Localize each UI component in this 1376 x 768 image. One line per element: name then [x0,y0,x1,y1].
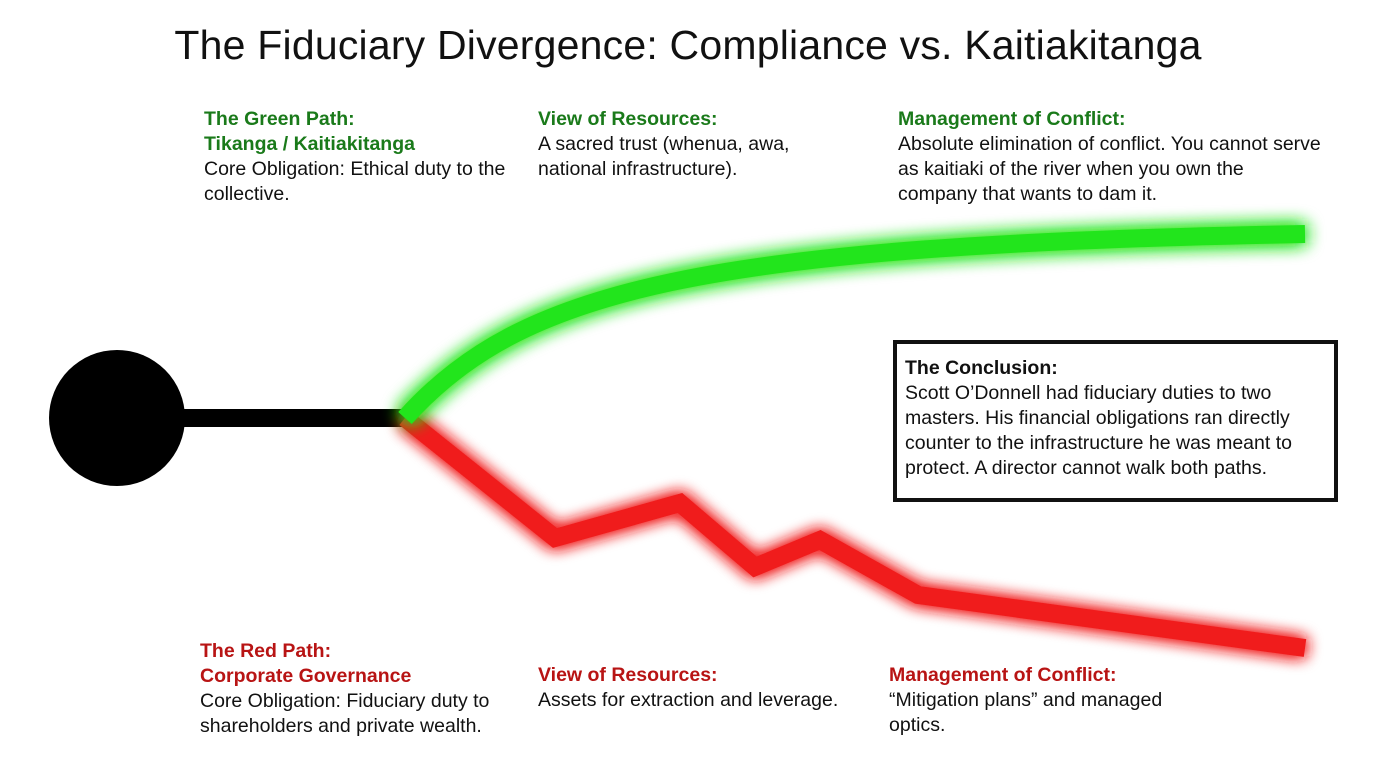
green-path-heading-2: Tikanga / Kaitiakitanga [204,133,415,155]
red-path-heading-2: Corporate Governance [200,665,412,687]
conclusion-box: The Conclusion: Scott O’Donnell had fidu… [893,340,1338,502]
red-resources-text: View of Resources: Assets for extraction… [538,663,858,713]
red-path-line [399,410,1307,657]
green-resources-text: View of Resources: A sacred trust (whenu… [538,107,858,182]
conclusion-body: Scott O’Donnell had fiduciary duties to … [905,382,1292,479]
conclusion-heading: The Conclusion: [905,357,1058,379]
red-conflict-text: Management of Conflict: “Mitigation plan… [889,663,1209,738]
red-path-body: Core Obligation: Fiduciary duty to share… [200,690,490,737]
green-conflict-text: Management of Conflict: Absolute elimina… [898,107,1328,207]
page-title: The Fiduciary Divergence: Compliance vs.… [174,22,1202,68]
green-resources-body: A sacred trust (whenua, awa, national in… [538,133,790,180]
red-conflict-heading: Management of Conflict: [889,664,1117,686]
green-resources-heading: View of Resources: [538,108,718,130]
green-path-body: Core Obligation: Ethical duty to the col… [204,158,506,205]
red-path-heading-1: The Red Path: [200,640,332,662]
green-conflict-body: Absolute elimination of conflict. You ca… [898,133,1321,205]
green-conflict-heading: Management of Conflict: [898,108,1126,130]
red-path-text: The Red Path: Corporate Governance Core … [200,639,530,739]
green-path-text: The Green Path: Tikanga / Kaitiakitanga … [204,107,524,207]
origin-node [49,350,185,486]
green-path-line [398,225,1306,425]
red-resources-heading: View of Resources: [538,664,718,686]
red-resources-body: Assets for extraction and leverage. [538,689,839,711]
red-conflict-body: “Mitigation plans” and managed optics. [889,689,1163,736]
green-path-heading-1: The Green Path: [204,108,355,130]
